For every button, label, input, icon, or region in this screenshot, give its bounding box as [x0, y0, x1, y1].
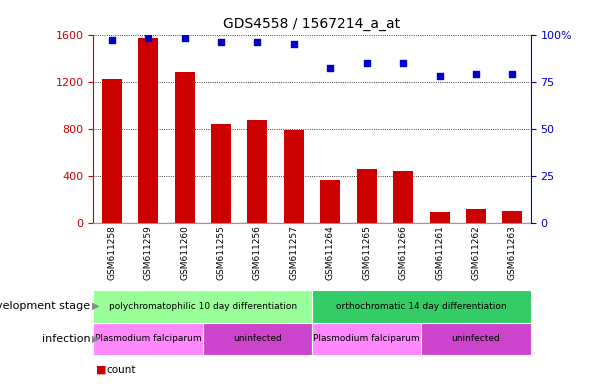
Bar — [466, 209, 486, 223]
Bar — [93, 323, 203, 355]
Text: uninfected: uninfected — [233, 334, 282, 343]
Bar — [393, 171, 413, 223]
Text: ▶: ▶ — [92, 301, 99, 311]
Bar — [138, 38, 158, 223]
Point — [289, 41, 298, 47]
Text: Plasmodium falciparum: Plasmodium falciparum — [314, 334, 420, 343]
Point — [508, 71, 517, 77]
Bar — [284, 130, 304, 223]
Point — [326, 65, 335, 71]
Point — [471, 71, 481, 77]
Bar — [174, 72, 195, 223]
Point — [216, 39, 226, 45]
Bar — [312, 290, 531, 323]
Point — [399, 60, 408, 66]
Text: infection: infection — [42, 334, 90, 344]
Bar — [247, 121, 267, 223]
Bar — [421, 323, 531, 355]
Title: GDS4558 / 1567214_a_at: GDS4558 / 1567214_a_at — [224, 17, 400, 31]
Text: polychromatophilic 10 day differentiation: polychromatophilic 10 day differentiatio… — [109, 302, 297, 311]
Bar — [312, 323, 421, 355]
Bar — [203, 323, 312, 355]
Text: Plasmodium falciparum: Plasmodium falciparum — [95, 334, 201, 343]
Text: uninfected: uninfected — [452, 334, 500, 343]
Text: ▶: ▶ — [92, 334, 99, 344]
Text: count: count — [107, 365, 136, 375]
Bar — [429, 212, 450, 223]
Point — [180, 35, 189, 41]
Point — [144, 35, 153, 41]
Bar — [320, 180, 340, 223]
Text: orthochromatic 14 day differentiation: orthochromatic 14 day differentiation — [336, 302, 507, 311]
Bar — [502, 211, 522, 223]
Point — [435, 73, 444, 79]
Bar — [102, 79, 122, 223]
Point — [253, 39, 262, 45]
Bar — [211, 124, 231, 223]
Point — [107, 37, 116, 43]
Bar — [357, 169, 377, 223]
Text: ■: ■ — [96, 365, 107, 375]
Text: development stage: development stage — [0, 301, 90, 311]
Bar — [93, 290, 312, 323]
Point — [362, 60, 371, 66]
